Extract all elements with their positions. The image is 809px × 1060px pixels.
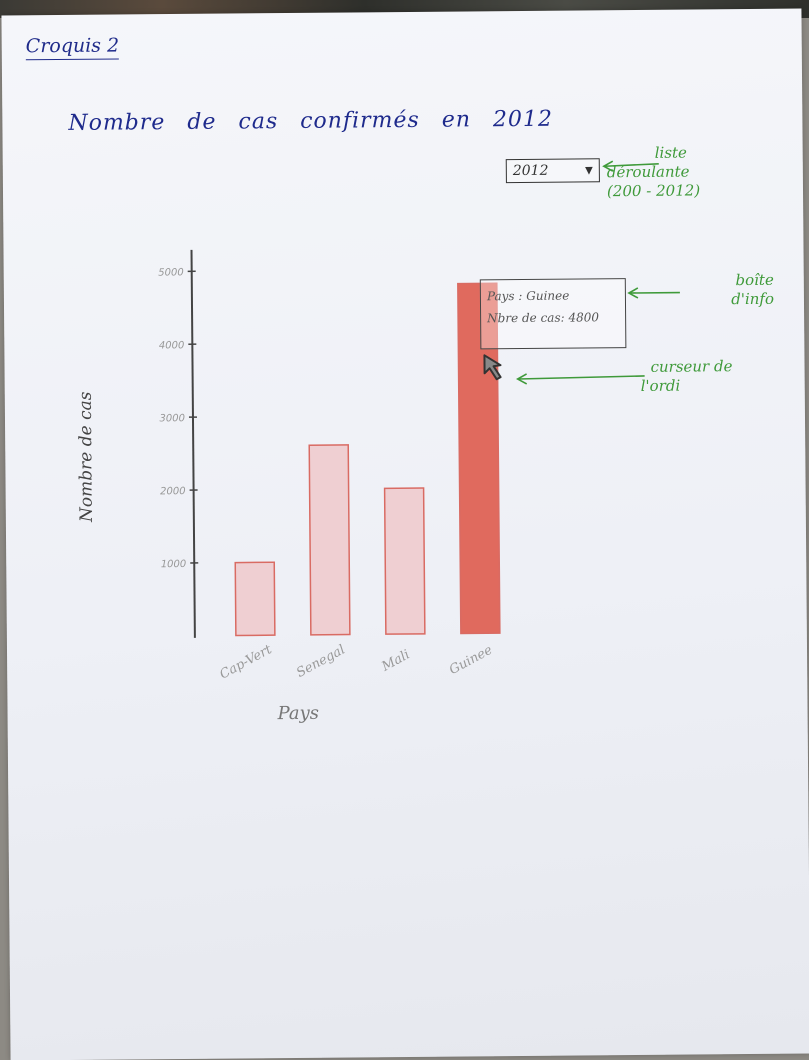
bar-cap-vert[interactable] — [235, 562, 275, 635]
annotation-arrows — [1, 9, 805, 436]
bar-mali[interactable] — [385, 488, 425, 634]
cursor-pointer-arrow — [519, 376, 645, 379]
y-tick-label: 2000 — [160, 486, 186, 497]
x-tick-label: Guinee — [447, 642, 495, 678]
y-tick-label: 1000 — [161, 559, 187, 570]
dropdown-pointer-arrow — [605, 164, 659, 166]
x-tick-label: Senegal — [294, 642, 348, 680]
sketch-paper: Croquis 2 Nombre de cas confirmés en 201… — [1, 9, 809, 1060]
bar-senegal[interactable] — [309, 445, 350, 635]
x-tick-label: Cap-Vert — [217, 642, 275, 683]
x-tick-label: Mali — [379, 647, 413, 675]
x-axis-title: Pays — [277, 703, 319, 724]
